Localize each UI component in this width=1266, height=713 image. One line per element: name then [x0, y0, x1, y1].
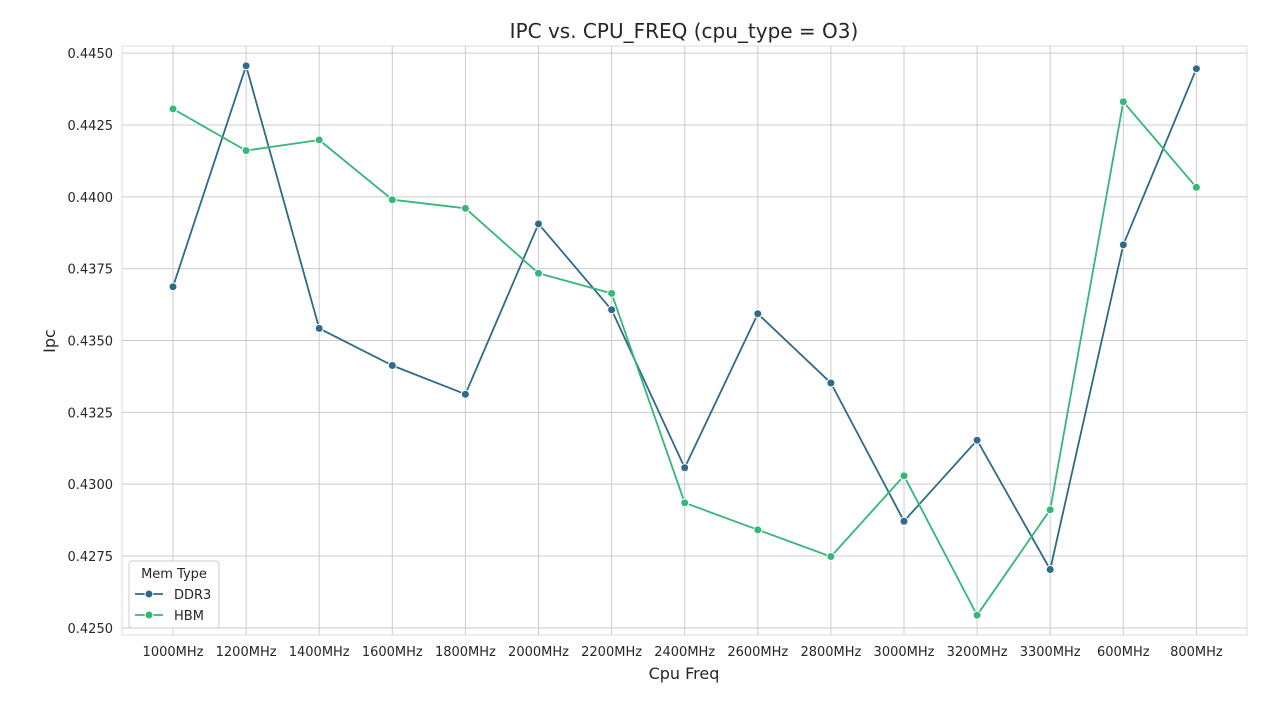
- x-tick-label: 1000MHz: [143, 645, 204, 660]
- data-point: [899, 516, 909, 526]
- data-point: [1045, 505, 1055, 515]
- x-tick-label: 1600MHz: [362, 645, 423, 660]
- x-tick-label: 2000MHz: [508, 645, 569, 660]
- data-point: [899, 471, 909, 481]
- y-tick-label: 0.4425: [68, 119, 114, 134]
- legend-box: [128, 560, 220, 629]
- data-point: [387, 360, 397, 370]
- y-tick-label: 0.4450: [68, 47, 114, 62]
- data-point: [1191, 64, 1201, 74]
- series-ddr3: [168, 61, 1201, 574]
- x-tick-label: 2800MHz: [800, 645, 861, 660]
- data-point: [387, 195, 397, 205]
- x-axis-label: Cpu Freq: [649, 664, 720, 683]
- data-point: [168, 104, 178, 114]
- legend-title: Mem Type: [141, 567, 207, 582]
- data-point: [314, 323, 324, 333]
- legend-label: DDR3: [174, 588, 211, 603]
- x-tick-label: 1800MHz: [435, 645, 496, 660]
- data-point: [972, 610, 982, 620]
- x-tick-label: 800MHz: [1170, 645, 1223, 660]
- legend-marker: [144, 589, 154, 599]
- legend-item: DDR3: [135, 588, 211, 603]
- data-point: [168, 282, 178, 292]
- y-tick-label: 0.4375: [68, 263, 114, 278]
- x-tick-label: 600MHz: [1097, 645, 1150, 660]
- data-point: [460, 203, 470, 213]
- legend-marker: [144, 610, 154, 620]
- x-tick-label: 2600MHz: [727, 645, 788, 660]
- data-point: [460, 389, 470, 399]
- legend: Mem Type DDR3 HBM: [128, 560, 220, 629]
- data-point: [241, 61, 251, 71]
- chart-title: IPC vs. CPU_FREQ (cpu_type = O3): [510, 19, 859, 43]
- data-point: [826, 378, 836, 388]
- x-tick-label: 3200MHz: [947, 645, 1008, 660]
- data-point: [680, 463, 690, 473]
- data-point: [607, 305, 617, 315]
- y-tick-label: 0.4350: [68, 335, 114, 350]
- y-tick-label: 0.4325: [68, 406, 114, 421]
- x-tick-labels: 1000MHz 1200MHz 1400MHz 1600MHz 1800MHz 2000M…: [143, 645, 1223, 660]
- x-tick-label: 2400MHz: [654, 645, 715, 660]
- data-point: [753, 525, 763, 535]
- y-axis-label: Ipc: [40, 329, 59, 353]
- legend-item: HBM: [135, 609, 204, 624]
- series-hbm: [168, 97, 1201, 620]
- data-point: [680, 498, 690, 508]
- data-point: [314, 135, 324, 145]
- x-tick-label: 1400MHz: [289, 645, 350, 660]
- y-tick-labels: 0.4250 0.4275 0.4300 0.4325 0.4350 0.4375 0.44…: [68, 47, 114, 637]
- series-lines: [168, 61, 1201, 620]
- data-point: [1045, 564, 1055, 574]
- data-point: [534, 268, 543, 278]
- data-point: [607, 288, 617, 298]
- data-point: [753, 309, 763, 319]
- legend-label: HBM: [174, 609, 204, 624]
- y-tick-label: 0.4250: [68, 622, 114, 637]
- data-point: [1118, 97, 1128, 107]
- x-tick-label: 3300MHz: [1020, 645, 1081, 660]
- data-point: [1118, 240, 1128, 250]
- data-point: [1191, 182, 1201, 192]
- data-point: [241, 146, 251, 156]
- x-tick-label: 1200MHz: [216, 645, 277, 660]
- y-tick-label: 0.4400: [68, 191, 114, 206]
- grid-lines: [122, 46, 1247, 635]
- data-point: [972, 435, 982, 445]
- y-tick-label: 0.4300: [68, 478, 114, 493]
- data-point: [826, 552, 836, 562]
- y-tick-label: 0.4275: [68, 550, 114, 565]
- x-tick-label: 3000MHz: [874, 645, 935, 660]
- x-tick-label: 2200MHz: [581, 645, 642, 660]
- data-point: [534, 219, 543, 229]
